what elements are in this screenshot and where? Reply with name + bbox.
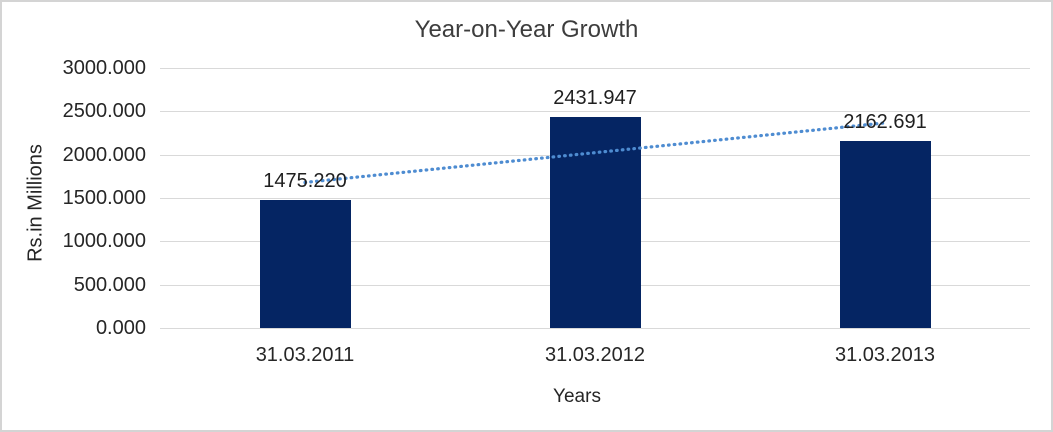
bar — [549, 117, 641, 328]
bar — [839, 140, 931, 328]
bar-data-label: 2431.947 — [553, 87, 637, 110]
y-tick-label: 1500.000 — [62, 187, 146, 209]
y-tick-label: 2500.000 — [62, 100, 146, 123]
x-axis-title: Years — [553, 386, 601, 407]
y-tick-label: 2000.000 — [62, 143, 146, 166]
bar — [259, 200, 351, 328]
y-tick-label: 500.000 — [73, 273, 146, 296]
bar-data-label: 2162.691 — [843, 110, 927, 133]
y-tick-label: 1000.000 — [62, 230, 146, 253]
x-category-label: 31.03.2012 — [544, 344, 646, 366]
x-category-label: 31.03.2013 — [834, 344, 936, 366]
chart-title: Year-on-Year Growth — [414, 16, 639, 43]
gridline — [160, 68, 1030, 69]
gridline — [160, 111, 1030, 113]
y-tick-label: 3000.000 — [62, 57, 146, 79]
y-tick-label: 0.000 — [95, 317, 146, 339]
bar-data-label: 1475.220 — [263, 170, 347, 193]
x-category-label: 31.03.2011 — [255, 344, 355, 366]
gridline — [160, 328, 1030, 329]
